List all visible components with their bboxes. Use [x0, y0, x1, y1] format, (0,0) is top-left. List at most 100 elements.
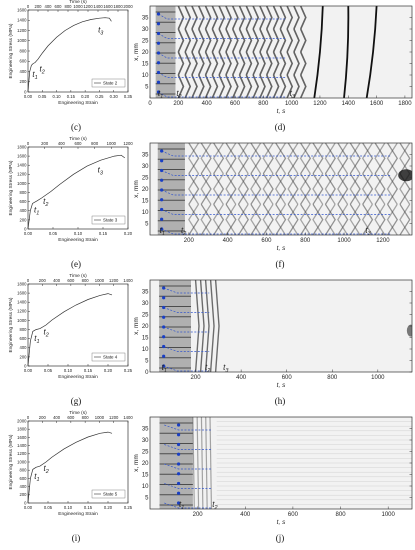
plot-frame	[27, 420, 129, 504]
chevron-band	[374, 143, 386, 175]
spatiotemporal-map-5: 200 400 600 800 1000 0 5 10 15 20 25 30 35 t, s x, mm t…	[133, 279, 413, 389]
chevron-band	[337, 143, 349, 175]
legend-box	[91, 489, 126, 499]
tracking-line	[163, 365, 210, 372]
y-tick-label: 35	[142, 427, 149, 433]
y-axis-label: x, mm	[133, 180, 140, 198]
y-tick-label: 15	[142, 473, 149, 479]
chevron-band	[194, 280, 200, 372]
marker-t2: t2	[212, 500, 217, 511]
annotation-t2: t2	[44, 464, 49, 475]
chevron-band	[184, 51, 192, 76]
band-dot	[160, 188, 164, 192]
annotation-t1: t1	[34, 205, 39, 216]
y-tick-label: 1400	[17, 18, 27, 23]
x-tick-label: 800	[300, 238, 311, 244]
chevron-band	[259, 6, 266, 30]
map-area	[150, 417, 412, 509]
chevron-band	[245, 28, 253, 53]
chevron-band	[225, 28, 232, 53]
x-tick-label: 800	[258, 101, 269, 107]
chevron-band	[272, 6, 280, 30]
chevron-band	[275, 143, 287, 175]
y-tick-label: 30	[142, 164, 149, 170]
y-tick-label: 1600	[17, 291, 27, 296]
chevron-band	[349, 143, 361, 175]
dark-spot	[406, 324, 412, 337]
y-axis-label: Engineering Stress (MPa)	[8, 297, 14, 352]
chevron-band	[204, 280, 210, 372]
y-tick-label: 5	[145, 85, 149, 91]
chevron-band	[374, 143, 386, 175]
chevron-band	[225, 173, 237, 205]
chevron-band	[200, 143, 212, 175]
x-tick-label: 0.10	[64, 505, 73, 510]
x-axis-label: t, s	[277, 382, 286, 389]
stress-strain-chart-4: 0.00 0.05 0.10 0.15 0.20 0.25 0 200 400 600 800 100…	[8, 273, 133, 380]
tracking-line	[163, 346, 210, 352]
y-tick-label: 1800	[17, 427, 27, 432]
y-tick-label: 800	[20, 190, 28, 195]
marker-t1: t1	[179, 500, 184, 511]
legend-entry: State 5	[103, 492, 118, 497]
chevron-band	[237, 173, 249, 205]
chevron-band	[262, 173, 274, 205]
x-axis-label: Engineering Strain	[58, 237, 98, 243]
chevron-band	[252, 74, 260, 98]
chevron-band	[312, 203, 324, 235]
caption-2: (e)	[71, 259, 81, 269]
top-axis-label: Time (s)	[69, 273, 87, 279]
chevron-band	[218, 74, 226, 98]
chevron-band	[212, 203, 224, 235]
chevron-band	[238, 74, 246, 98]
x-tick-label: 800	[336, 512, 347, 518]
tracking-line	[158, 33, 286, 39]
band-dot	[162, 315, 166, 319]
marker-t1: t1	[158, 89, 163, 100]
chevron-band	[252, 28, 260, 53]
tracking-line	[163, 326, 210, 333]
chevron-band	[225, 203, 237, 235]
marker-t1: t1	[162, 363, 167, 374]
chevron-band	[200, 173, 212, 205]
x-tick-label: 0.05	[44, 505, 53, 510]
top-tick-label: 800	[82, 278, 90, 283]
top-tick-label: 0	[27, 141, 30, 146]
caption-5: (h)	[275, 396, 286, 406]
x-tick-label: 400	[240, 512, 251, 518]
chevron-band	[204, 6, 212, 30]
y-tick-label: 10	[142, 73, 149, 79]
chevron-band	[211, 74, 219, 98]
chevron-band	[279, 6, 287, 30]
chevron-band	[252, 51, 260, 76]
y-tick-label: 800	[20, 327, 28, 332]
band-dot	[162, 354, 166, 358]
chevron-band	[349, 143, 361, 175]
x-tick-label: 0.25	[124, 505, 133, 510]
chevron-band	[259, 51, 266, 76]
chevron-band	[197, 51, 205, 76]
stress-strain-chart-0: 0.00 0.05 0.10 0.15 0.20 0.25 0.30 0.3502004006…	[8, 0, 133, 106]
chevron-band	[188, 203, 200, 235]
chevron-band	[211, 51, 219, 76]
band-dot	[156, 61, 161, 65]
y-tick-label: 15	[142, 199, 149, 205]
y-tick-label: 10	[142, 347, 149, 353]
chevron-band	[349, 203, 361, 235]
y-tick-label: 200	[20, 79, 28, 84]
spatiotemporal-map-7: 200 400 600 800 1000 5 10 15 20 25 30 35 t, s x, mm t1…	[133, 416, 413, 526]
chevron-band	[386, 143, 398, 175]
chevron-band	[188, 143, 200, 175]
x-tick-label: 1200	[313, 101, 327, 107]
y-tick-label: 0	[24, 89, 27, 94]
chevron-band	[262, 143, 274, 175]
chevron-band	[225, 143, 237, 175]
x-tick-label: 0.00	[24, 505, 33, 510]
band-streak	[205, 417, 208, 509]
y-tick-label: 2000	[17, 418, 27, 423]
chevron-band	[275, 173, 287, 205]
top-tick-label: 1200	[123, 141, 133, 146]
chevron-band	[361, 203, 373, 235]
chevron-band	[312, 173, 324, 205]
localized-band	[343, 6, 350, 98]
